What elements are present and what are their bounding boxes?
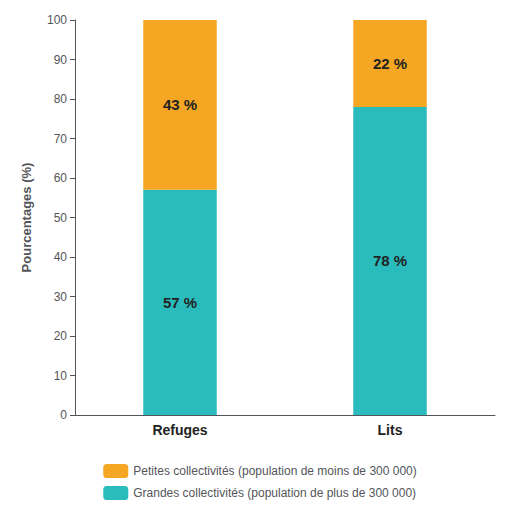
svg-text:Refuges: Refuges: [152, 422, 207, 438]
svg-text:70: 70: [54, 132, 68, 146]
svg-text:0: 0: [60, 408, 67, 422]
svg-text:Petites collectivités (populat: Petites collectivités (population de moi…: [133, 464, 417, 478]
svg-text:60: 60: [54, 171, 68, 185]
svg-text:100: 100: [47, 13, 67, 27]
svg-text:Grandes collectivités (populat: Grandes collectivités (population de plu…: [133, 486, 416, 500]
svg-text:22 %: 22 %: [373, 55, 407, 72]
svg-text:43 %: 43 %: [163, 96, 197, 113]
svg-text:Lits: Lits: [378, 422, 403, 438]
svg-text:80: 80: [54, 92, 68, 106]
svg-text:30: 30: [54, 290, 68, 304]
svg-text:10: 10: [54, 369, 68, 383]
svg-text:50: 50: [54, 211, 68, 225]
svg-text:20: 20: [54, 329, 68, 343]
svg-text:90: 90: [54, 53, 68, 67]
svg-text:78 %: 78 %: [373, 252, 407, 269]
svg-text:57 %: 57 %: [163, 294, 197, 311]
svg-text:40: 40: [54, 250, 68, 264]
svg-text:Pourcentages (%): Pourcentages (%): [19, 163, 34, 273]
